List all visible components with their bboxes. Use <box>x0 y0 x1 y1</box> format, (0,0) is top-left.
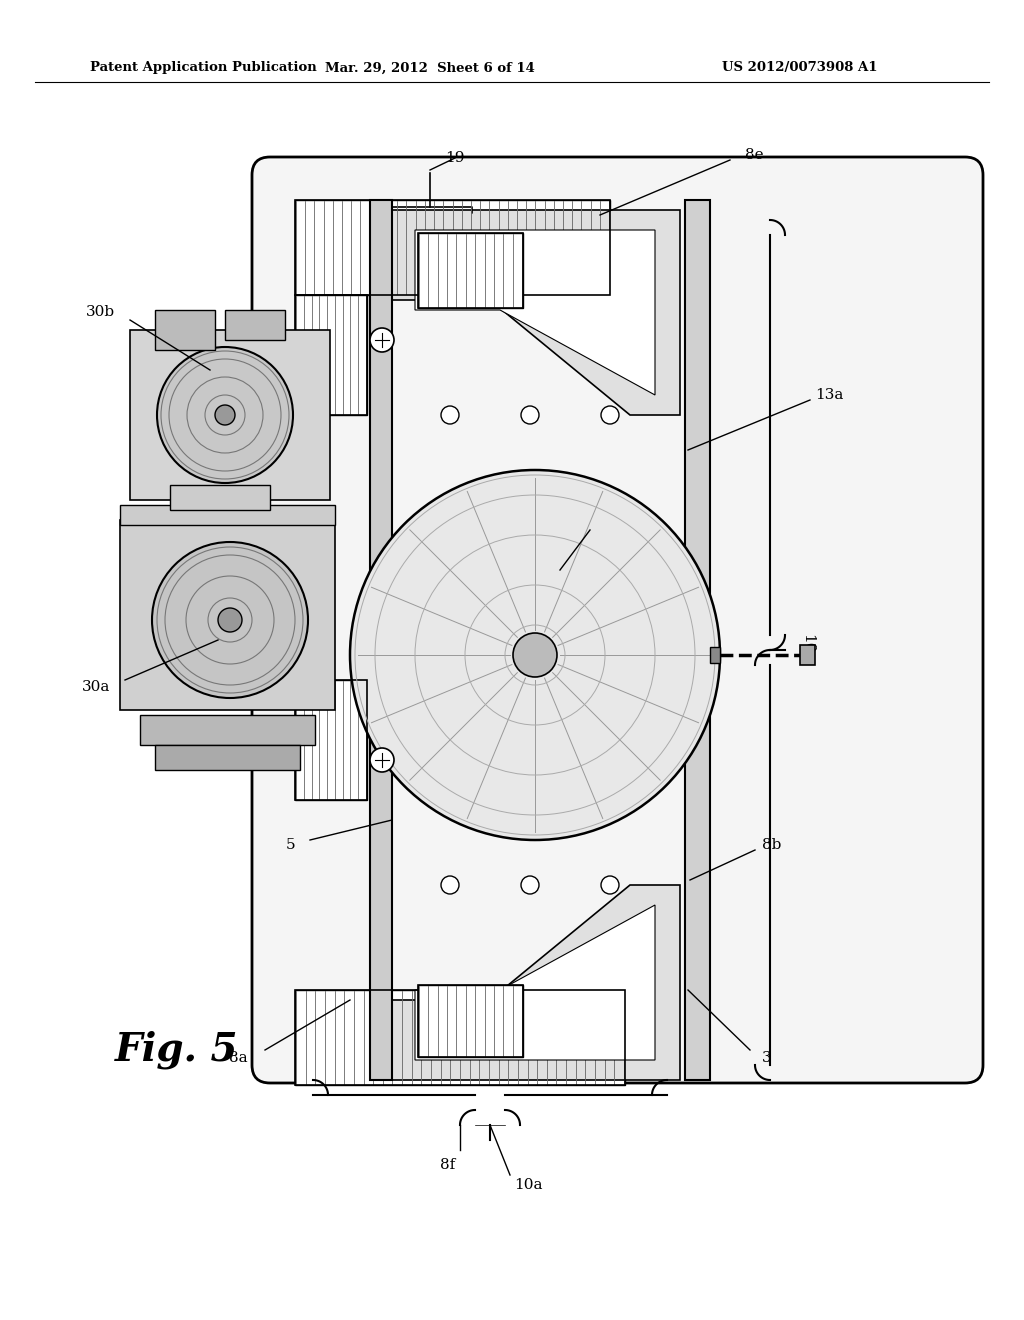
Text: 30a: 30a <box>82 680 110 694</box>
Bar <box>130 330 330 500</box>
Bar <box>295 990 625 1085</box>
Bar <box>295 680 367 800</box>
Polygon shape <box>392 884 680 1080</box>
Text: US 2012/0073908 A1: US 2012/0073908 A1 <box>722 62 878 74</box>
Circle shape <box>601 876 618 894</box>
Bar <box>295 201 610 294</box>
Circle shape <box>370 327 394 352</box>
Bar <box>295 680 367 800</box>
Text: 14a: 14a <box>478 718 506 733</box>
Text: 10a: 10a <box>514 1177 543 1192</box>
Text: 30b: 30b <box>86 305 115 319</box>
Text: 15a: 15a <box>601 718 629 733</box>
Bar <box>120 520 335 710</box>
Text: 8b: 8b <box>762 838 781 851</box>
Circle shape <box>157 347 293 483</box>
FancyBboxPatch shape <box>252 157 983 1082</box>
Text: Fig. 5: Fig. 5 <box>115 1031 239 1069</box>
Bar <box>120 506 335 525</box>
Bar <box>418 985 523 1057</box>
Polygon shape <box>415 906 655 1060</box>
Text: 18a: 18a <box>600 515 629 529</box>
Circle shape <box>215 405 234 425</box>
Bar <box>225 310 285 341</box>
Bar <box>155 744 300 770</box>
Circle shape <box>521 407 539 424</box>
Polygon shape <box>415 230 655 395</box>
Text: 13a: 13a <box>815 388 844 403</box>
Text: 5: 5 <box>286 838 295 851</box>
Circle shape <box>441 407 459 424</box>
Bar <box>140 715 315 744</box>
Text: 8e: 8e <box>745 148 764 162</box>
Circle shape <box>370 748 394 772</box>
Text: 3: 3 <box>762 1051 772 1065</box>
Bar <box>418 985 523 1057</box>
Circle shape <box>350 470 720 840</box>
Text: 19: 19 <box>445 150 465 165</box>
Circle shape <box>218 609 242 632</box>
Text: 17: 17 <box>520 693 540 708</box>
Bar <box>295 201 610 294</box>
Circle shape <box>521 876 539 894</box>
Bar <box>295 990 625 1085</box>
Text: Mar. 29, 2012  Sheet 6 of 14: Mar. 29, 2012 Sheet 6 of 14 <box>325 62 535 74</box>
Bar <box>370 201 392 1080</box>
Bar <box>295 294 367 414</box>
Bar <box>170 484 270 510</box>
Bar <box>800 645 815 665</box>
Circle shape <box>441 876 459 894</box>
Text: 8a: 8a <box>229 1051 248 1065</box>
Bar <box>418 234 523 308</box>
Bar <box>685 201 710 1080</box>
Circle shape <box>152 543 308 698</box>
Bar <box>418 234 523 308</box>
Circle shape <box>513 634 557 677</box>
Circle shape <box>601 407 618 424</box>
Text: 8f: 8f <box>440 1158 456 1172</box>
Polygon shape <box>392 210 680 414</box>
Bar <box>155 310 215 350</box>
Text: Patent Application Publication: Patent Application Publication <box>90 62 316 74</box>
Text: 10a: 10a <box>800 634 814 663</box>
Bar <box>710 647 720 663</box>
Bar <box>295 294 367 414</box>
